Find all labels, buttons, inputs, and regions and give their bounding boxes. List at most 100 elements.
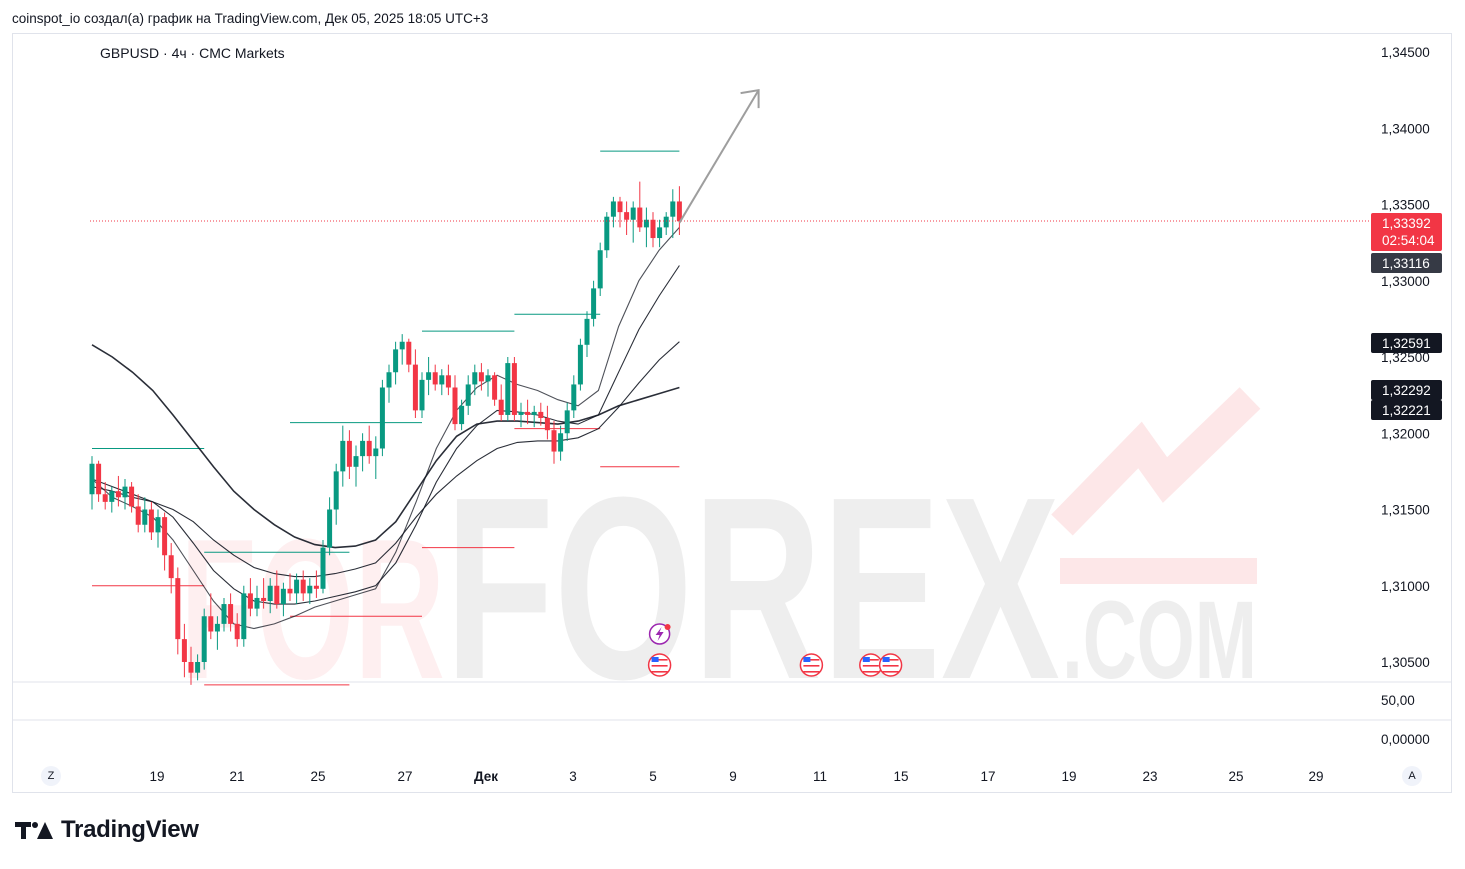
candle-body <box>617 201 623 213</box>
x-tick-label: 25 <box>310 769 325 784</box>
flag-stripe <box>803 665 820 667</box>
candle-body <box>485 375 491 382</box>
price-badges: 1,33392 02:54:04 1,33116 1,32591 1,32292 1,32… <box>1371 213 1442 420</box>
candle <box>327 497 333 556</box>
candle <box>439 369 445 396</box>
candle-body <box>511 363 517 415</box>
price-badge-value: 1,32221 <box>1382 403 1431 418</box>
candle-body <box>214 623 220 632</box>
us-flag-event-icon <box>647 653 672 677</box>
symbol-title: GBPUSD · 4ч · CMC Markets <box>100 45 285 61</box>
watermark-main: FOREX <box>445 444 1061 734</box>
candle-body <box>155 517 161 533</box>
candle <box>617 196 623 228</box>
x-tick-label: 9 <box>729 769 737 784</box>
flag-canton <box>862 657 870 662</box>
x-tick-label: 15 <box>893 769 908 784</box>
candle <box>406 338 412 373</box>
flag-stripe <box>651 665 668 667</box>
candle-body <box>531 411 537 415</box>
candle <box>571 375 577 418</box>
candle-body <box>676 201 682 222</box>
price-badge: 1,32292 <box>1371 380 1442 400</box>
flag-stripe <box>803 668 820 670</box>
candle-body <box>465 384 471 406</box>
moving-average-line <box>91 265 680 605</box>
flag-stripe <box>862 665 879 667</box>
candle <box>610 196 616 228</box>
candle <box>261 578 267 609</box>
candle <box>162 512 168 571</box>
flag-stripe <box>651 671 668 673</box>
candle-body <box>280 588 286 605</box>
flag-stripe <box>882 662 899 664</box>
candle-body <box>353 456 359 467</box>
candle-body <box>571 384 577 411</box>
candle-body <box>221 604 227 624</box>
candle <box>129 482 135 513</box>
candle <box>373 436 379 479</box>
candle <box>478 363 484 391</box>
flag-stripe <box>803 671 820 673</box>
candle-body <box>129 486 135 507</box>
candle-body <box>657 227 663 239</box>
auto-scale-button[interactable]: A <box>1402 766 1422 786</box>
candle-body <box>300 579 306 594</box>
candle-body <box>208 616 214 632</box>
candle <box>89 456 95 510</box>
us-flag-event-icon <box>799 653 824 677</box>
trend-arrow[interactable] <box>678 88 760 224</box>
moving-average-line <box>91 341 680 578</box>
candle <box>254 585 260 617</box>
candle <box>320 540 326 594</box>
candle <box>485 369 491 397</box>
attribution-header: coinspot_io создал(а) график на TradingV… <box>12 11 489 26</box>
x-tick-label: 19 <box>1061 769 1076 784</box>
price-badge-value: 1,33392 <box>1382 216 1431 231</box>
candle <box>505 357 511 422</box>
tradingview-logo-icon <box>15 819 53 841</box>
candle <box>294 573 300 605</box>
watermark-suffix: .COM <box>1062 579 1257 702</box>
candle-body <box>663 216 669 228</box>
candle <box>313 570 319 598</box>
candle-body <box>624 212 630 220</box>
candle-body <box>254 597 260 609</box>
candle <box>419 372 425 418</box>
candle-body <box>419 379 425 411</box>
candle-body <box>498 399 504 415</box>
candle <box>221 597 227 632</box>
candle-body <box>577 344 583 385</box>
watermark-underline <box>1060 558 1257 584</box>
candle-body <box>241 593 247 640</box>
candle-body <box>518 411 524 415</box>
candle <box>122 479 128 510</box>
zoom-button[interactable]: Z <box>41 766 61 786</box>
candle <box>558 425 564 461</box>
candle <box>465 375 471 415</box>
arrow-head-icon <box>740 88 760 109</box>
y-tick-label: 1,32500 <box>1381 350 1430 365</box>
candle-body <box>643 219 649 228</box>
candle-body <box>525 411 531 415</box>
y-tick-label: 1,31000 <box>1381 579 1430 594</box>
candle-body <box>406 341 412 365</box>
candle <box>241 585 247 647</box>
candle-body <box>115 491 121 498</box>
candle <box>168 543 174 594</box>
candle <box>584 311 590 357</box>
candle-body <box>399 341 405 350</box>
tradingview-logo[interactable]: TradingView <box>15 816 199 844</box>
x-tick-label: Дек <box>474 769 498 784</box>
events[interactable] <box>647 623 903 677</box>
price-badge-bg <box>1371 253 1442 273</box>
candle-body <box>162 517 168 556</box>
candle <box>657 219 663 248</box>
price-badge-bg <box>1371 333 1442 353</box>
candle-body <box>135 506 141 525</box>
candle <box>452 375 458 431</box>
candle-body <box>340 440 346 472</box>
candle <box>175 567 181 655</box>
candle-body <box>426 372 432 380</box>
